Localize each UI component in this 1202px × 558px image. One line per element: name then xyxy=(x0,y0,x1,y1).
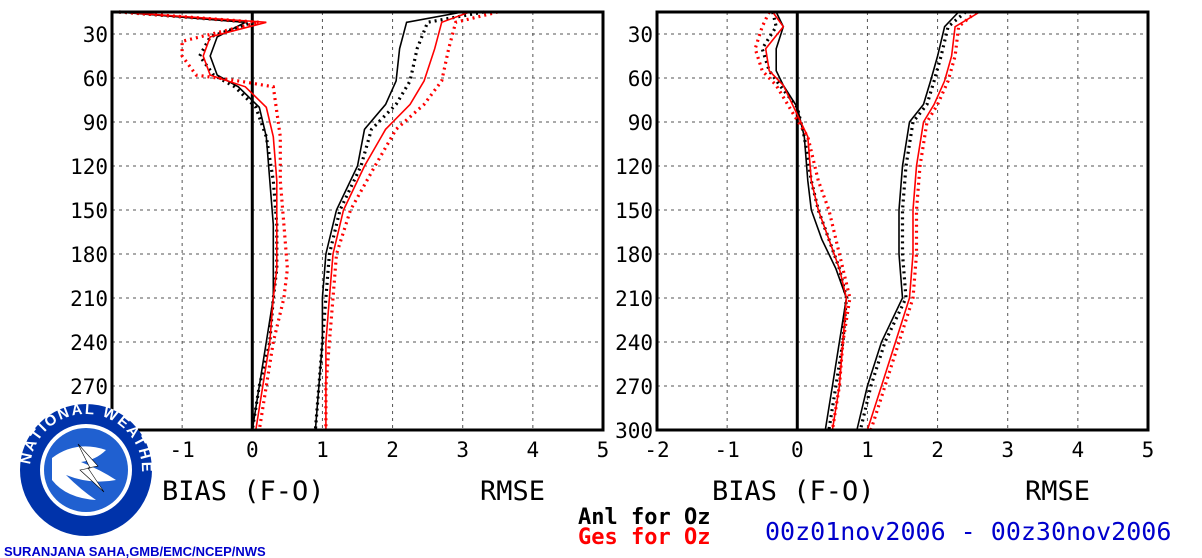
right-x-tick-label: 3 xyxy=(1001,438,1014,462)
left-x-tick-labels: -1 0 1 2 3 4 5 xyxy=(169,438,609,462)
date-range: 00z01nov2006 - 00z30nov2006 xyxy=(765,517,1171,546)
left-x-tick-label: 3 xyxy=(456,438,469,462)
left-x-tick-label: 5 xyxy=(597,438,610,462)
right-x-tick-label: 2 xyxy=(931,438,944,462)
left-x-tick-label: -1 xyxy=(169,438,194,462)
legend-anl: Anl for Oz xyxy=(578,505,710,530)
right-x-tick-label: 1 xyxy=(861,438,874,462)
left-y-tick-label: 90 xyxy=(83,111,108,135)
right-y-tick-label: 180 xyxy=(615,243,653,267)
right-series-ges-dotted-rmse xyxy=(869,10,978,431)
right-panel: 30 60 90 120 150 180 210 240 270 300 -2 -1 0 1 2 3 4 5 B… xyxy=(615,10,1154,507)
right-x-tick-label: -1 xyxy=(714,438,739,462)
right-y-tick-label: 60 xyxy=(628,67,653,91)
left-y-tick-label: 210 xyxy=(70,287,108,311)
left-y-tick-label: 60 xyxy=(83,67,108,91)
left-grid xyxy=(112,12,603,430)
left-bias-label: BIAS (F-O) xyxy=(162,476,325,507)
right-series-anl-solid-bias xyxy=(775,11,848,431)
right-y-tick-label: 150 xyxy=(615,199,653,223)
left-y-tick-label: 150 xyxy=(70,199,108,223)
right-y-tick-label: 30 xyxy=(628,23,653,47)
left-y-tick-label: 180 xyxy=(70,243,108,267)
left-series xyxy=(118,10,499,431)
right-rmse-label: RMSE xyxy=(1025,476,1090,507)
right-series-anl-dotted-bias xyxy=(760,11,849,431)
right-y-tick-label: 240 xyxy=(615,331,653,355)
left-series-anl-solid-bias xyxy=(118,11,275,431)
left-panel: 30 60 90 120 150 180 210 240 270 -1 0 1 2 3 4 5 BIAS (… xyxy=(70,10,609,507)
right-y-tick-label: 210 xyxy=(615,287,653,311)
left-y-tick-label: 120 xyxy=(70,155,108,179)
right-y-tick-label: 270 xyxy=(615,375,653,399)
left-series-anl-solid-rmse xyxy=(314,11,463,431)
left-x-tick-label: 0 xyxy=(246,438,259,462)
left-y-tick-label: 270 xyxy=(70,375,108,399)
left-plot-frame xyxy=(110,10,605,432)
right-y-tick-label: 90 xyxy=(628,111,653,135)
left-series-ges-dotted-rmse xyxy=(324,10,499,430)
right-x-tick-label: 4 xyxy=(1072,438,1085,462)
right-plot-frame xyxy=(655,10,1150,432)
credit-line: SURANJANA SAHA,GMB/EMC/NCEP/NWS xyxy=(4,544,266,558)
right-series-anl-solid-rmse xyxy=(856,11,960,431)
left-series-anl-dotted-rmse xyxy=(313,10,485,431)
left-series-ges-solid-rmse xyxy=(325,11,470,430)
right-x-tick-labels: -2 -1 0 1 2 3 4 5 xyxy=(644,438,1154,462)
left-x-tick-label: 2 xyxy=(386,438,399,462)
logo-lightning-icon xyxy=(77,443,105,493)
legend-ges: Ges for Oz xyxy=(578,525,710,550)
left-y-tick-label: 240 xyxy=(70,331,108,355)
nws-logo: NATIONAL WEATHER SERVICE xyxy=(17,401,153,536)
right-y-tick-label: 120 xyxy=(615,155,653,179)
left-y-tick-labels: 30 60 90 120 150 180 210 240 270 xyxy=(70,23,108,399)
right-y-tick-labels: 30 60 90 120 150 180 210 240 270 300 xyxy=(615,23,653,443)
right-y-tick-label: 300 xyxy=(615,419,653,443)
right-x-tick-label: 0 xyxy=(791,438,804,462)
right-series xyxy=(753,10,981,431)
right-x-tick-label: 5 xyxy=(1142,438,1155,462)
left-rmse-label: RMSE xyxy=(480,476,545,507)
left-y-tick-label: 30 xyxy=(83,23,108,47)
left-x-tick-label: 1 xyxy=(316,438,329,462)
left-x-tick-label: 4 xyxy=(527,438,540,462)
right-series-ges-solid-bias xyxy=(764,11,848,431)
right-series-ges-solid-rmse xyxy=(866,11,981,431)
right-bias-label: BIAS (F-O) xyxy=(712,476,875,507)
right-x-tick-label: -2 xyxy=(644,438,669,462)
left-series-ges-solid-bias xyxy=(118,11,278,431)
right-grid xyxy=(657,12,1148,430)
